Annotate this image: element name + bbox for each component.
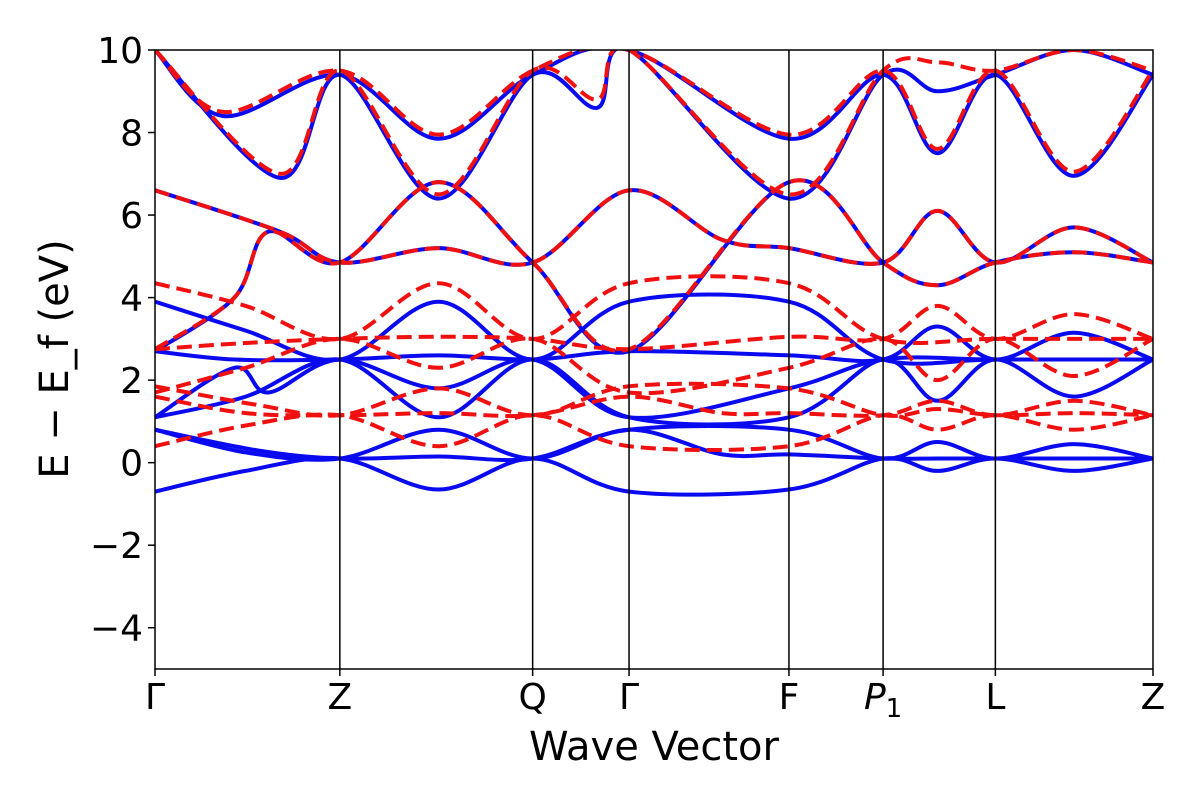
x-tick-label-7: Z [1141, 677, 1166, 718]
y-tick-label-6: 8 [120, 114, 143, 155]
solid-band-line-10 [155, 50, 1153, 201]
dashed-band-line-16 [155, 274, 1153, 346]
y-tick-label-5: 6 [120, 196, 143, 237]
x-axis-title: Wave Vector [529, 724, 780, 770]
x-tick-label-1: Z [328, 677, 353, 718]
y-tick-label-7: 10 [97, 31, 143, 72]
y-tick-label-2: 0 [120, 444, 143, 485]
dashed-band-line-18 [155, 178, 1153, 353]
x-axis-ticks: Γ Z Q Γ F P1 L Z [145, 669, 1165, 724]
solid-band-line-6 [155, 292, 1153, 366]
x-tick-label-4: F [779, 677, 800, 718]
x-tick-label-5: P1 [864, 677, 902, 724]
solid-band-line-4 [155, 355, 1153, 420]
y-tick-label-1: −2 [90, 526, 143, 567]
y-tick-label-4: 4 [120, 279, 143, 320]
plot-frame [154, 49, 1154, 670]
x-tick-label-0: Γ [145, 677, 165, 718]
y-tick-label-3: 2 [120, 361, 143, 402]
dashed-band-line-20 [155, 50, 1153, 197]
y-axis-title: E − E_f (eV) [32, 239, 78, 478]
dashed-band-line-19 [155, 50, 1153, 174]
y-axis-ticks: −4 −2 0 2 4 6 8 10 [90, 31, 155, 650]
x-tick-label-2: Q [518, 677, 546, 718]
y-tick-label-0: −4 [90, 609, 143, 650]
high-symmetry-lines [339, 50, 997, 669]
x-tick-label-3: Γ [619, 677, 639, 718]
x-tick-label-6: L [985, 677, 1005, 718]
